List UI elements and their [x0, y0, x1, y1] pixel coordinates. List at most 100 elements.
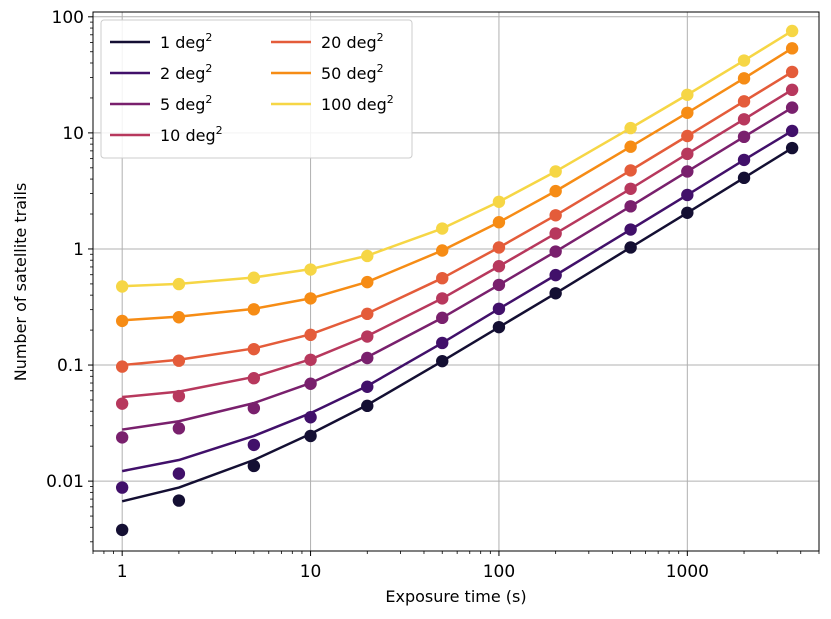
data-point	[115, 314, 129, 328]
series-line	[122, 70, 793, 367]
data-point	[785, 124, 799, 138]
data-point	[624, 200, 637, 213]
data-point	[361, 275, 374, 289]
data-point	[304, 429, 317, 443]
data-point	[172, 389, 186, 403]
data-point	[361, 330, 374, 343]
legend-item: 20 deg2	[271, 31, 384, 52]
data-point	[681, 106, 694, 119]
data-point	[304, 328, 317, 342]
data-point	[785, 141, 799, 155]
legend-item: 50 deg2	[271, 62, 384, 83]
y-tick-label: 0.1	[57, 356, 84, 376]
series-1-deg2	[115, 141, 799, 537]
y-tick-label: 0.01	[46, 472, 84, 492]
series-10-deg2	[115, 83, 799, 410]
x-tick-label: 100	[483, 562, 515, 582]
x-tick-label: 1	[117, 562, 128, 582]
data-point	[115, 431, 129, 444]
data-point	[549, 245, 562, 258]
data-point	[785, 24, 799, 38]
data-point	[785, 42, 799, 55]
legend-item: 2 deg2	[110, 62, 212, 83]
data-point	[172, 467, 186, 480]
axes	[92, 11, 820, 552]
x-tick-label: 1000	[666, 562, 709, 582]
data-point	[361, 380, 374, 393]
data-point	[492, 216, 506, 229]
data-point	[785, 65, 799, 79]
data-point	[172, 311, 186, 324]
legend-item: 5 deg2	[110, 93, 212, 114]
legend-label-superscript: 2	[377, 31, 384, 44]
data-point	[681, 88, 694, 101]
data-point	[304, 263, 317, 276]
data-point	[247, 401, 261, 415]
legend-label-superscript: 2	[205, 93, 212, 106]
data-point	[115, 523, 129, 537]
series-50-deg2	[115, 42, 799, 328]
y-tick-label: 100	[52, 8, 84, 28]
data-point	[361, 249, 374, 263]
legend-label-superscript: 2	[216, 124, 223, 137]
legend-label: 20 deg2	[321, 31, 384, 52]
data-point	[361, 307, 374, 321]
data-point	[785, 101, 799, 114]
data-point	[549, 287, 562, 300]
data-point	[624, 140, 637, 153]
data-point	[115, 360, 129, 373]
legend-label-text: 10 deg	[160, 126, 216, 145]
legend-box	[100, 19, 413, 159]
legend-label: 2 deg2	[160, 62, 212, 83]
data-point	[492, 241, 506, 254]
data-point	[681, 206, 694, 219]
data-point	[681, 129, 694, 143]
data-point	[172, 354, 186, 367]
data-point	[172, 494, 186, 507]
data-point	[492, 278, 506, 292]
data-point	[624, 121, 637, 135]
data-point	[436, 222, 449, 235]
series-line	[122, 29, 793, 288]
data-point	[436, 336, 449, 350]
legend-label: 100 deg2	[321, 93, 394, 114]
data-point	[172, 277, 186, 291]
data-point	[436, 271, 449, 285]
data-point	[681, 188, 694, 202]
legend-item: 1 deg2	[110, 31, 212, 52]
data-point	[115, 481, 129, 494]
data-point	[361, 351, 374, 365]
legend-label-text: 2 deg	[160, 64, 205, 83]
series-100-deg2	[115, 24, 799, 293]
y-axis-label: Number of satellite trails	[11, 183, 30, 382]
legend-label-text: 50 deg	[321, 64, 377, 83]
data-series	[115, 24, 799, 537]
data-point	[172, 422, 186, 435]
data-point	[624, 164, 637, 177]
data-point	[624, 223, 637, 236]
data-point	[492, 260, 506, 273]
series-line	[121, 146, 793, 503]
series-line	[121, 106, 793, 431]
plot-area-frame	[92, 11, 820, 552]
data-point	[681, 147, 694, 161]
data-point	[436, 354, 449, 368]
data-point	[549, 268, 562, 282]
data-point	[549, 184, 562, 198]
data-point	[737, 54, 751, 67]
legend-label: 10 deg2	[160, 124, 223, 145]
data-point	[737, 95, 751, 108]
x-tick-label: 10	[300, 562, 322, 582]
data-point	[304, 353, 317, 366]
data-point	[247, 303, 261, 316]
data-point	[361, 399, 374, 413]
data-point	[737, 72, 751, 85]
y-tick-label: 10	[62, 124, 84, 144]
legend-label: 50 deg2	[321, 62, 384, 83]
data-point	[549, 165, 562, 178]
data-point	[436, 292, 449, 305]
series-line	[122, 47, 793, 322]
data-point	[247, 271, 261, 284]
data-point	[624, 241, 637, 254]
